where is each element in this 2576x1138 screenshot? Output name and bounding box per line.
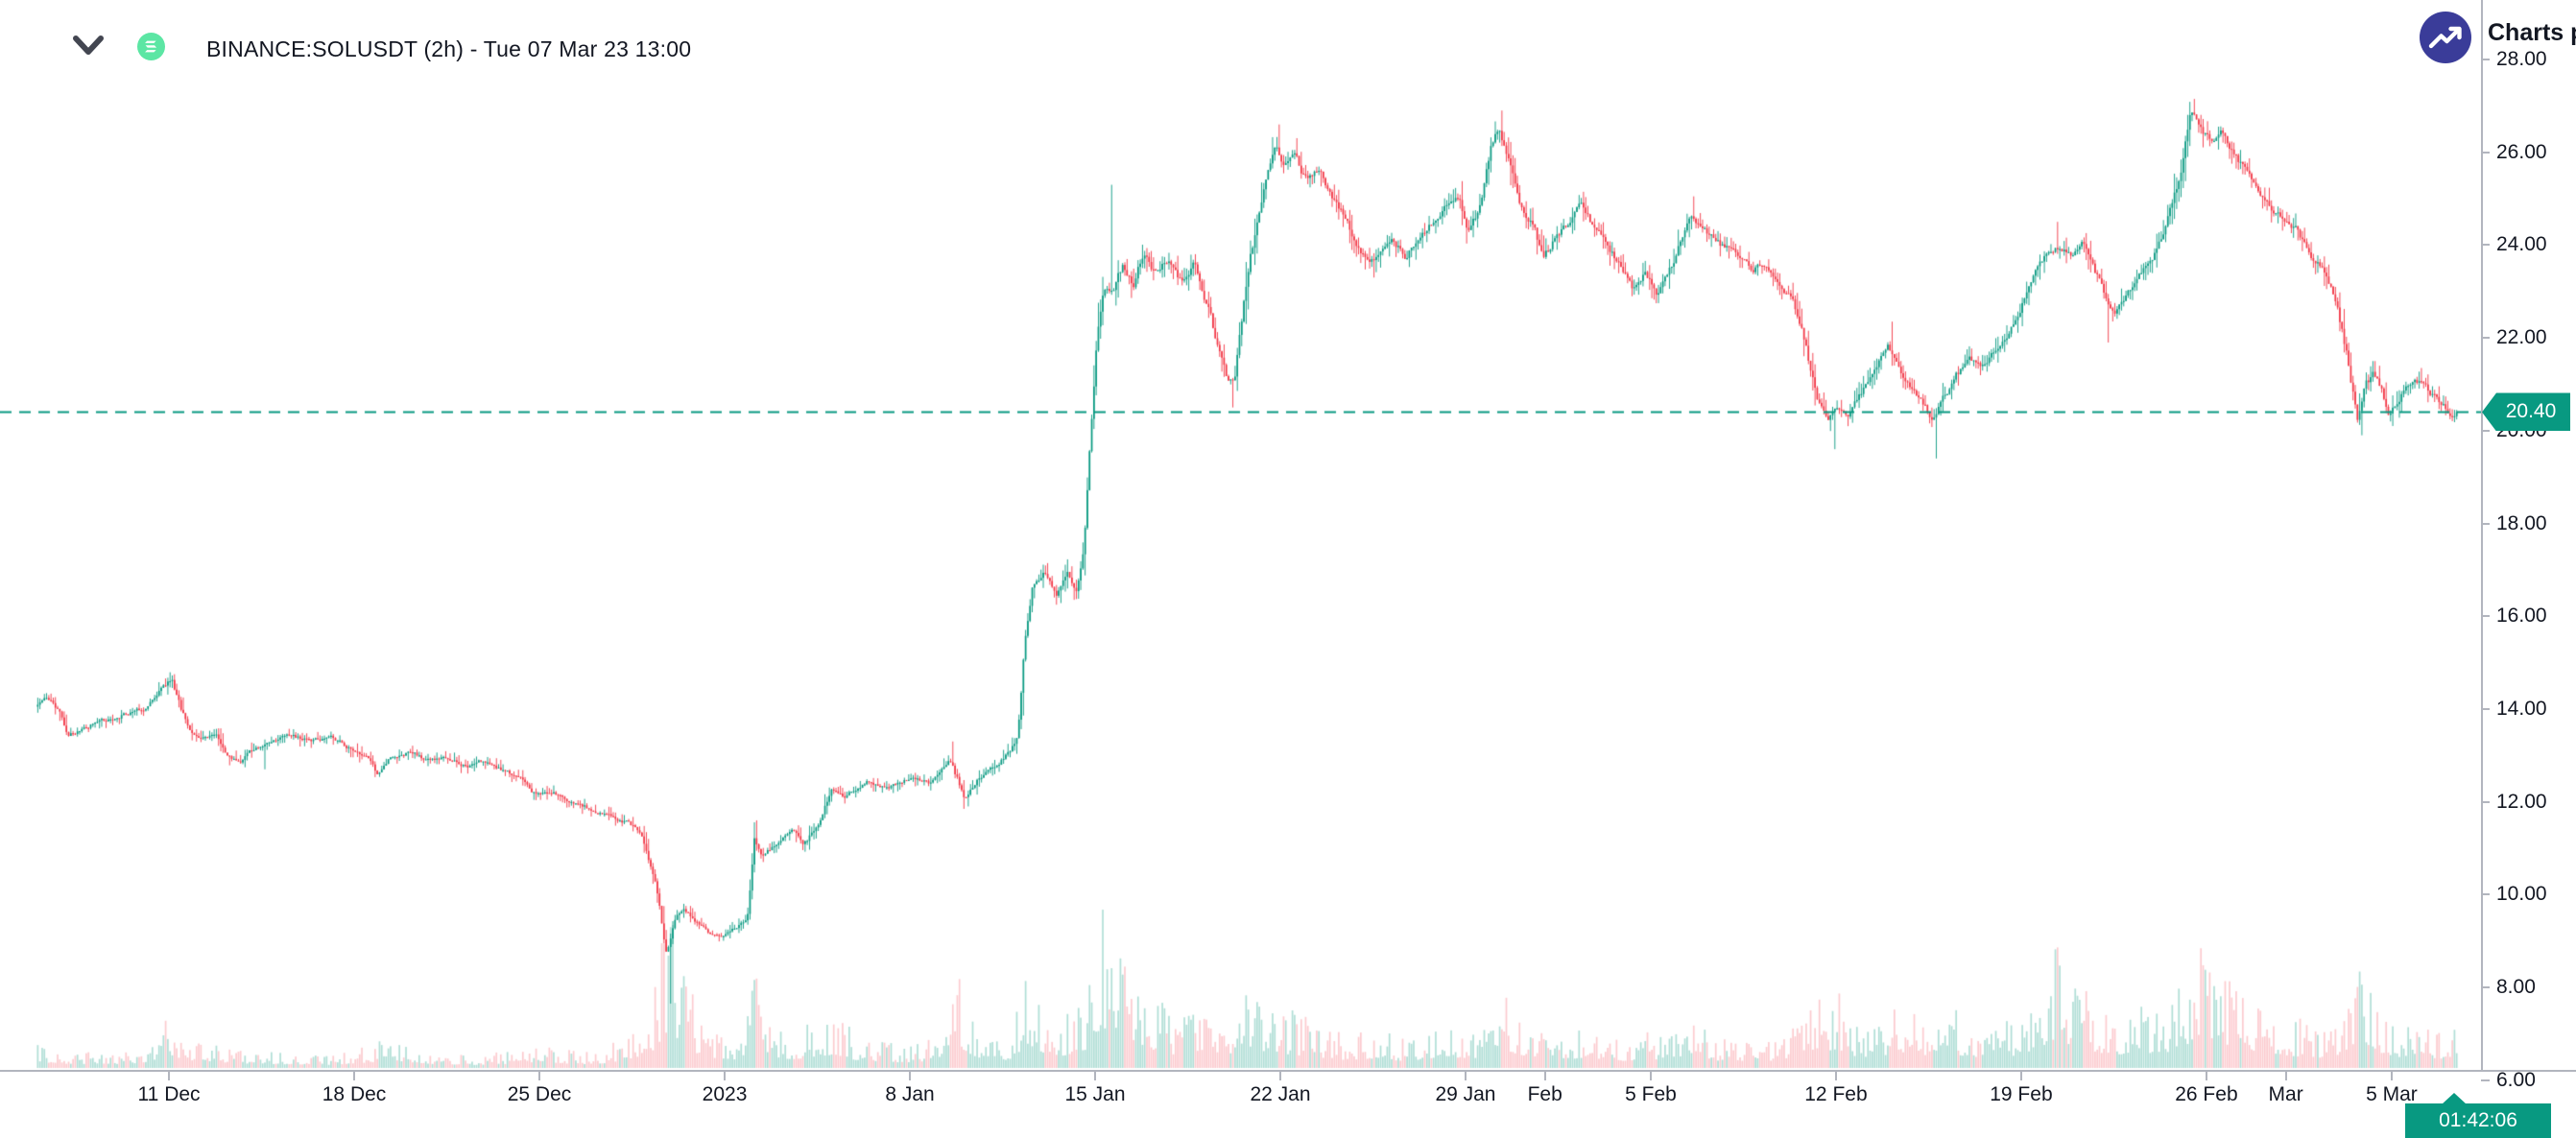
time-tick-mark [1278, 1072, 1281, 1080]
price-tick-mark [2481, 337, 2490, 340]
time-tick-label: 5 Mar [2366, 1083, 2418, 1105]
time-tick-mark [2284, 1072, 2287, 1080]
price-chart-canvas[interactable] [0, 0, 2481, 1070]
time-tick-label: Feb [1527, 1083, 1562, 1105]
time-tick-label: 8 Jan [885, 1083, 935, 1105]
bar-close-countdown-badge: 01:42:06 [2405, 1103, 2551, 1138]
symbol-title: BINANCE:SOLUSDT (2h) - Tue 07 Mar 23 13:… [206, 36, 692, 61]
time-tick-mark [2390, 1072, 2393, 1080]
time-tick-label: 12 Feb [1804, 1083, 1868, 1105]
chart-header: BINANCE:SOLUSDT (2h) - Tue 07 Mar 23 13:… [0, 0, 1920, 77]
time-tick-mark [909, 1072, 911, 1080]
price-tick-mark [2481, 244, 2490, 247]
time-tick-mark [2205, 1072, 2207, 1080]
price-tick-label: 6.00 [2496, 1068, 2536, 1091]
time-tick-label: 5 Feb [1625, 1083, 1677, 1105]
price-tick-mark [2481, 151, 2490, 154]
price-tick-mark [2481, 893, 2490, 896]
price-tick-label: 8.00 [2496, 976, 2536, 998]
last-price-badge: 20.40 [2482, 392, 2570, 432]
time-tick-label: 25 Dec [507, 1083, 572, 1105]
price-tick-mark [2481, 522, 2490, 525]
price-tick-mark [2481, 59, 2490, 60]
price-tick-label: 28.00 [2496, 48, 2547, 70]
time-axis-border [0, 1070, 2576, 1072]
time-tick-mark [724, 1072, 727, 1080]
countdown-arrow-up-icon [2442, 1093, 2467, 1104]
price-tick-mark [2481, 800, 2490, 803]
time-tick-label: 19 Feb [1990, 1083, 2053, 1105]
chevron-down-icon[interactable] [73, 33, 104, 58]
time-tick-label: 2023 [702, 1083, 748, 1105]
price-tick-label: 24.00 [2496, 233, 2547, 256]
price-tick-label: 26.00 [2496, 140, 2547, 163]
price-tick-label: 10.00 [2496, 883, 2547, 906]
time-tick-label: 18 Dec [322, 1083, 387, 1105]
time-tick-label: 15 Jan [1064, 1083, 1126, 1105]
price-tick-label: 22.00 [2496, 326, 2547, 349]
charts-attribution-label: Charts p [2488, 19, 2576, 46]
time-tick-mark [1543, 1072, 1546, 1080]
solana-logo-icon [137, 33, 165, 60]
price-tick-label: 16.00 [2496, 605, 2547, 628]
price-tick-mark [2481, 615, 2490, 618]
price-tick-label: 18.00 [2496, 511, 2547, 534]
time-tick-label: 11 Dec [137, 1083, 201, 1105]
price-tick-label: 14.00 [2496, 697, 2547, 720]
tradingview-logo-icon[interactable] [2420, 12, 2471, 63]
time-tick-mark [538, 1072, 541, 1080]
price-tick-mark [2481, 429, 2490, 432]
time-tick-mark [353, 1072, 356, 1080]
time-axis[interactable]: 11 Dec 18 Dec 25 Dec 2023 8 Jan 15 Jan 22 Jan 2… [0, 1072, 2576, 1138]
time-tick-mark [168, 1072, 171, 1080]
time-tick-label: 26 Feb [2175, 1083, 2238, 1105]
price-axis[interactable]: 28.0026.0024.0022.0020.0018.0016.0014.00… [2481, 0, 2576, 1091]
price-tick-mark [2481, 1079, 2490, 1081]
time-tick-mark [1834, 1072, 1837, 1080]
time-tick-mark [2019, 1072, 2022, 1080]
price-tick-mark [2481, 986, 2490, 988]
time-tick-mark [1649, 1072, 1652, 1080]
time-tick-label: 29 Jan [1435, 1083, 1496, 1105]
price-tick-label: 12.00 [2496, 790, 2547, 813]
price-axis-border [2481, 0, 2483, 1070]
price-tick-mark [2481, 707, 2490, 710]
time-tick-mark [1464, 1072, 1467, 1080]
time-tick-label: 22 Jan [1250, 1083, 1311, 1105]
time-tick-label: Mar [2268, 1083, 2303, 1105]
time-tick-mark [1094, 1072, 1096, 1080]
